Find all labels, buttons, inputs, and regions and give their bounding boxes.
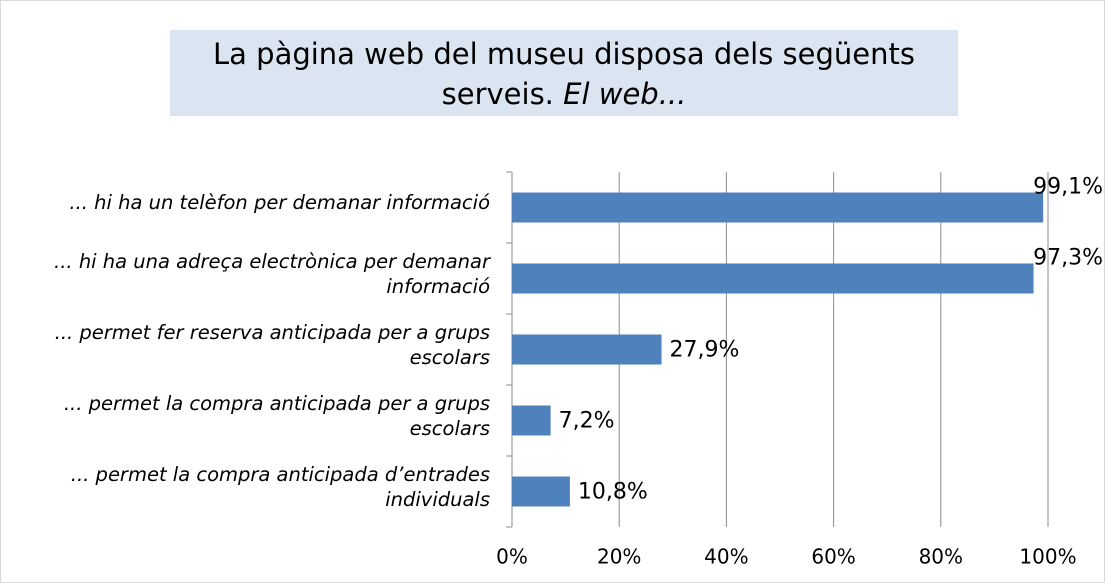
bar <box>512 405 551 436</box>
x-tick-label: 0% <box>496 545 528 569</box>
bar <box>512 263 1034 294</box>
category-label: ... hi ha un telèfon per demanar informa… <box>69 191 490 214</box>
category-label: ... permet la compra anticipada d’entrad… <box>70 462 490 511</box>
x-tick-label: 100% <box>1019 545 1076 569</box>
value-label: 10,8% <box>578 480 648 505</box>
value-label: 99,1% <box>1033 175 1103 200</box>
x-tick-label: 80% <box>919 545 963 569</box>
category-label: ... permet fer reserva anticipada per a … <box>54 320 490 369</box>
bar <box>512 192 1044 223</box>
chart-title: La pàgina web del museu disposa dels seg… <box>170 30 958 116</box>
category-label: ... hi ha una adreça electrònica per dem… <box>54 249 490 298</box>
bar <box>512 334 662 365</box>
title-subtitle: El web... <box>563 77 687 111</box>
x-tick-label: 40% <box>704 545 748 569</box>
value-label: 27,9% <box>670 338 740 363</box>
x-tick-label: 60% <box>811 545 855 569</box>
value-label: 7,2% <box>559 409 615 434</box>
value-label: 97,3% <box>1033 246 1103 271</box>
x-tick-label: 20% <box>597 545 641 569</box>
category-label: ... permet la compra anticipada per a gr… <box>63 391 490 440</box>
title-text: La pàgina web del museu disposa dels seg… <box>213 37 915 111</box>
bar <box>512 476 570 507</box>
